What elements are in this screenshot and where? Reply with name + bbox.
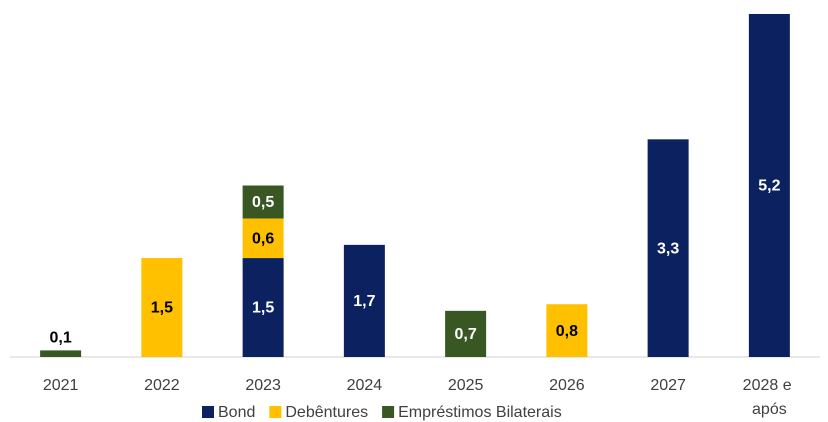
x-tick-label: 2022 [144, 377, 180, 394]
bar-segment [546, 304, 588, 357]
x-tick-label: 2026 [549, 377, 585, 394]
legend-swatch [382, 406, 395, 418]
bar-segment [40, 350, 82, 357]
x-tick-label: 2024 [347, 377, 383, 394]
data-label: 1,5 [252, 300, 274, 317]
data-label: 5,2 [758, 178, 780, 195]
x-tick-label: 2028 e após [743, 377, 796, 418]
bar-segment [445, 310, 487, 357]
x-tick-label-line: após [752, 401, 787, 418]
x-tick-label: 2023 [245, 377, 281, 394]
bar-segment [242, 185, 284, 219]
legend-label: Bond [218, 404, 255, 421]
x-tick-label: 2027 [650, 377, 686, 394]
x-tick-label-line: 2028 e [743, 377, 796, 394]
bar-segment [141, 258, 183, 357]
legend-label: Empréstimos Bilaterais [398, 404, 562, 421]
data-label: 0,1 [50, 330, 72, 347]
x-tick-label: 2025 [448, 377, 484, 394]
legend-swatch [269, 406, 282, 418]
data-label: 1,5 [151, 300, 173, 317]
x-tick-label: 2021 [43, 377, 79, 394]
bar-segment [343, 244, 385, 357]
data-label: 0,7 [455, 326, 477, 343]
data-label: 1,7 [353, 293, 375, 310]
data-label: 0,6 [252, 230, 274, 247]
data-label: 3,3 [657, 240, 679, 257]
bar-segment [242, 258, 284, 357]
legend-label: Debêntures [285, 404, 368, 421]
bar-segment [647, 139, 689, 357]
bar-segment [748, 14, 790, 357]
legend-swatch [202, 406, 214, 418]
data-label: 0,8 [556, 323, 578, 340]
bar-segment [242, 218, 284, 259]
data-label: 0,5 [252, 194, 274, 211]
